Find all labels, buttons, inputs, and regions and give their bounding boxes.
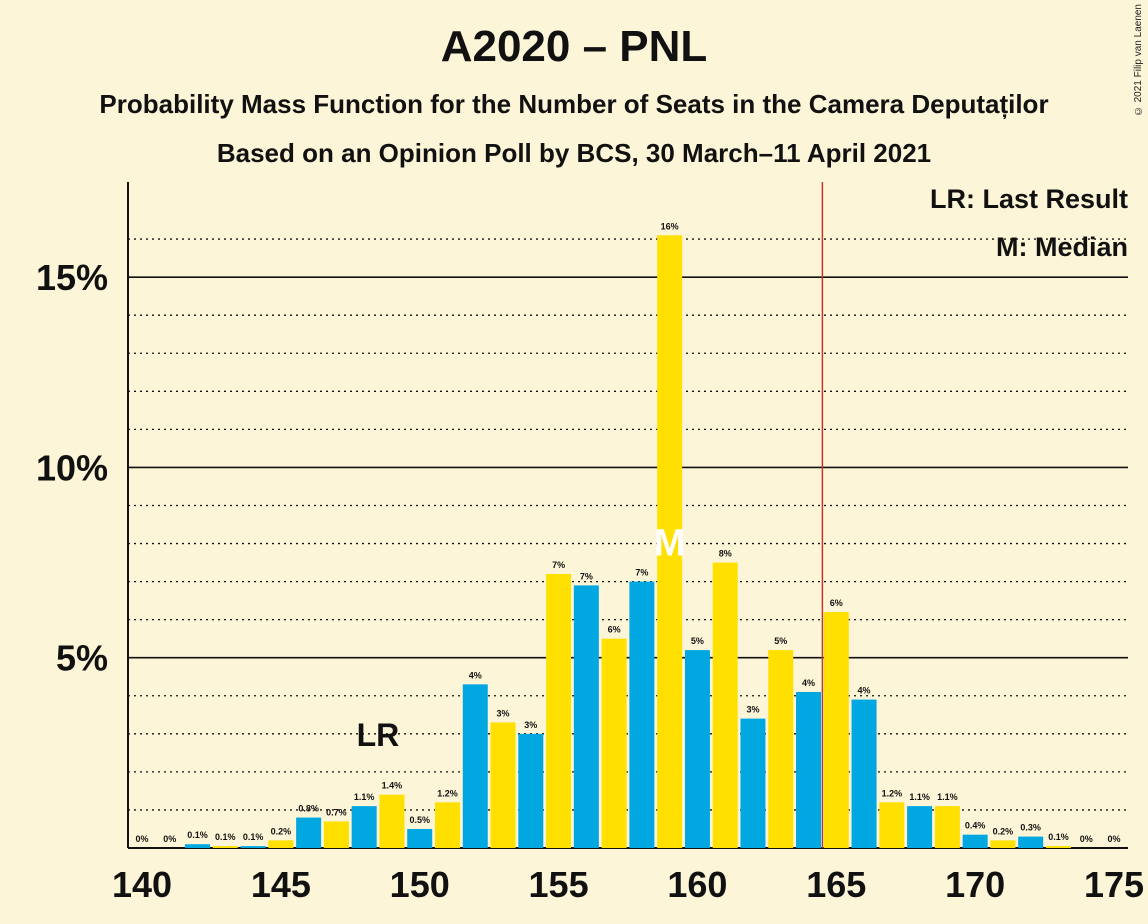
bar-value-label: 1.2% xyxy=(437,788,458,798)
bar-151 xyxy=(434,802,460,848)
bar-value-label: 7% xyxy=(635,568,648,578)
bar-162 xyxy=(740,718,766,848)
bar-173 xyxy=(1045,846,1071,848)
bar-value-label: 3% xyxy=(524,720,537,730)
bar-value-label: 0.5% xyxy=(409,815,430,825)
legend-last-result: LR: Last Result xyxy=(929,184,1128,214)
bar-value-label: 0.1% xyxy=(215,832,236,842)
bar-153 xyxy=(490,722,516,848)
x-tick-label: 160 xyxy=(667,864,727,905)
bar-value-label: 0% xyxy=(1107,834,1120,844)
bar-164 xyxy=(796,691,822,848)
bar-value-label: 0.8% xyxy=(298,804,319,814)
bar-value-label: 0.7% xyxy=(326,807,347,817)
bar-value-label: 0.3% xyxy=(1020,823,1041,833)
bar-143 xyxy=(212,846,238,848)
bar-146 xyxy=(296,817,322,848)
bar-152 xyxy=(462,684,488,848)
bar-value-label: 0% xyxy=(135,834,148,844)
bar-150 xyxy=(407,828,433,848)
y-tick-label: 10% xyxy=(36,447,108,488)
bar-value-label: 5% xyxy=(691,636,704,646)
median-marker: M xyxy=(654,523,686,565)
bar-value-label: 6% xyxy=(830,598,843,608)
bar-155 xyxy=(546,573,572,848)
bar-value-label: 1.4% xyxy=(382,781,403,791)
bar-165 xyxy=(823,612,849,848)
bar-144 xyxy=(240,846,266,848)
bar-170 xyxy=(962,834,988,848)
bar-158 xyxy=(629,581,655,848)
bar-157 xyxy=(601,638,627,848)
bar-148 xyxy=(351,806,377,848)
x-tick-label: 145 xyxy=(251,864,311,905)
bar-value-label: 3% xyxy=(746,705,759,715)
x-tick-label: 150 xyxy=(390,864,450,905)
bar-value-label: 3% xyxy=(497,708,510,718)
bar-147 xyxy=(323,821,349,848)
bar-171 xyxy=(990,840,1016,848)
bar-value-label: 4% xyxy=(802,678,815,688)
bar-value-label: 7% xyxy=(580,571,593,581)
bar-value-label: 0.2% xyxy=(271,826,292,836)
y-tick-label: 5% xyxy=(56,638,108,679)
bar-169 xyxy=(934,806,960,848)
bar-value-label: 0% xyxy=(163,834,176,844)
bar-value-label: 1.1% xyxy=(937,792,958,802)
x-tick-label: 140 xyxy=(112,864,172,905)
bar-166 xyxy=(851,699,877,848)
bar-value-label: 1.1% xyxy=(909,792,930,802)
bar-value-label: 0.4% xyxy=(965,821,986,831)
bar-value-label: 16% xyxy=(661,221,679,231)
bar-145 xyxy=(268,840,294,848)
x-tick-label: 165 xyxy=(806,864,866,905)
x-tick-label: 175 xyxy=(1084,864,1144,905)
last-result-label: LR xyxy=(357,717,400,753)
bar-value-label: 1.2% xyxy=(882,788,903,798)
bar-value-label: 1.1% xyxy=(354,792,375,802)
bar-167 xyxy=(879,802,905,848)
bar-value-label: 0.1% xyxy=(187,830,208,840)
legend-median: M: Median xyxy=(996,232,1128,262)
bar-156 xyxy=(573,585,599,848)
bar-value-label: 6% xyxy=(608,625,621,635)
chart-title: A2020 – PNL xyxy=(440,22,708,71)
bar-value-label: 0.1% xyxy=(1048,832,1069,842)
bar-163 xyxy=(768,650,794,848)
bar-value-label: 7% xyxy=(552,560,565,570)
bar-value-label: 5% xyxy=(774,636,787,646)
x-tick-label: 155 xyxy=(529,864,589,905)
bar-172 xyxy=(1018,836,1044,848)
x-tick-label: 170 xyxy=(945,864,1005,905)
bar-142 xyxy=(185,844,211,848)
bar-160 xyxy=(684,650,710,848)
bar-value-label: 0.1% xyxy=(243,832,264,842)
bar-value-label: 4% xyxy=(858,686,871,696)
bar-154 xyxy=(518,733,544,848)
bar-value-label: 8% xyxy=(719,549,732,559)
chart-source: Based on an Opinion Poll by BCS, 30 Marc… xyxy=(216,138,932,168)
bar-161 xyxy=(712,562,738,848)
bar-value-label: 0.2% xyxy=(993,826,1014,836)
bar-149 xyxy=(379,794,405,848)
bar-value-label: 4% xyxy=(469,670,482,680)
bar-value-label: 0% xyxy=(1080,834,1093,844)
bar-168 xyxy=(907,806,933,848)
chart-subtitle: Probability Mass Function for the Number… xyxy=(99,89,1049,119)
y-tick-label: 15% xyxy=(36,257,108,298)
bar-159 xyxy=(657,235,683,848)
